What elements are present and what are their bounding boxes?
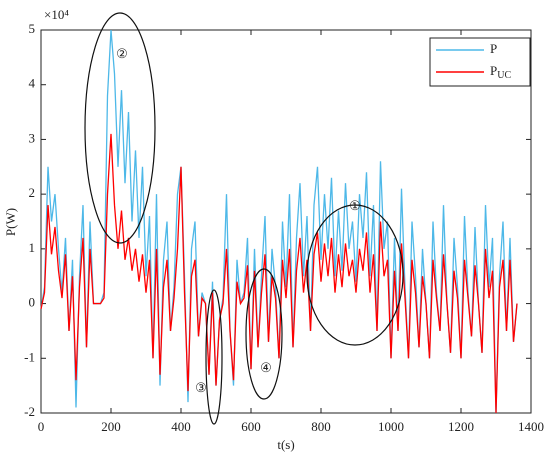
legend-label: P [490,41,497,56]
x-axis-label: t(s) [277,437,294,452]
annotation-label: ① [349,198,361,213]
annotation-ellipse [306,204,404,346]
x-tick-label: 1000 [378,419,404,434]
annotation-ellipse [245,268,283,400]
x-tick-label: 400 [171,419,191,434]
y-axis-label: P(W) [3,208,18,236]
y-exponent: ×10⁴ [44,7,69,22]
annotation-ellipse [84,12,156,244]
y-tick-label: 4 [29,76,36,91]
x-tick-label: 800 [311,419,331,434]
series-line [40,133,518,414]
y-tick-label: 2 [29,185,36,200]
y-tick-label: 3 [29,130,36,145]
x-tick-label: 0 [38,419,45,434]
x-tick-label: 200 [101,419,121,434]
legend-label: PUC [490,63,511,81]
x-tick-label: 1200 [448,419,474,434]
annotation-label: ③ [195,380,207,395]
x-tick-label: 600 [241,419,261,434]
y-tick-label: -1 [24,349,35,364]
y-tick-label: 0 [29,295,36,310]
annotation-label: ④ [260,360,272,375]
y-tick-label: 5 [29,21,36,36]
annotation-label: ② [116,46,128,61]
x-tick-label: 1400 [518,419,544,434]
y-tick-label: -2 [24,404,35,419]
y-tick-label: 1 [29,240,36,255]
legend-box [429,37,531,87]
annotation-ellipse [205,289,223,425]
